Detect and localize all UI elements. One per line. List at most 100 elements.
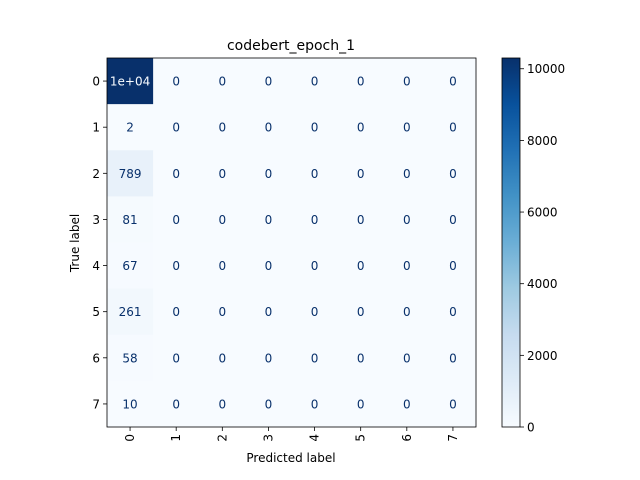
x-tick-label: 0 — [123, 434, 137, 442]
y-tick-label: 2 — [92, 167, 100, 181]
colorbar-tick-label: 0 — [527, 421, 535, 435]
heatmap-cell — [429, 196, 477, 243]
colorbar-tick-label: 4000 — [527, 277, 558, 291]
cell-value-label: 0 — [218, 167, 226, 181]
heatmap-cell — [153, 288, 200, 336]
heatmap-cell — [337, 380, 385, 428]
cell-value-label: 0 — [357, 213, 365, 227]
heatmap-cell — [245, 104, 292, 151]
y-tick-label: 3 — [92, 213, 100, 227]
heatmap-cell — [199, 150, 246, 197]
heatmap-cell — [429, 150, 477, 197]
cell-value-label: 0 — [449, 259, 457, 273]
heatmap-cell — [337, 334, 385, 382]
cell-value-label: 0 — [265, 213, 273, 227]
cell-value-label: 0 — [449, 167, 457, 181]
cell-value-label: 0 — [311, 75, 319, 89]
y-tick-label: 4 — [92, 259, 100, 273]
heatmap-cell — [383, 334, 431, 382]
cell-value-label: 0 — [403, 305, 411, 319]
cell-value-label: 0 — [403, 213, 411, 227]
cell-value-label: 0 — [218, 351, 226, 365]
y-tick-label: 5 — [92, 305, 100, 319]
x-tick-label: 6 — [400, 434, 414, 442]
cell-value-label: 0 — [172, 305, 180, 319]
cell-value-label: 0 — [265, 259, 273, 273]
cell-value-label: 0 — [172, 397, 180, 411]
heatmap-cell — [245, 196, 292, 243]
heatmap-cell — [107, 196, 154, 243]
heatmap-cell — [337, 288, 385, 336]
cell-value-label: 0 — [265, 121, 273, 135]
cell-value-label: 0 — [265, 305, 273, 319]
cell-value-label: 0 — [311, 213, 319, 227]
heatmap-cells — [107, 58, 477, 428]
cell-value-label: 0 — [265, 75, 273, 89]
heatmap-cell — [337, 242, 385, 290]
cell-value-label: 0 — [218, 259, 226, 273]
heatmap-cell — [337, 150, 385, 197]
heatmap-cell — [291, 334, 339, 382]
heatmap-cell — [245, 380, 292, 428]
y-tick-label: 1 — [92, 121, 100, 135]
y-tick-label: 0 — [92, 75, 100, 89]
heatmap-cell — [153, 196, 200, 243]
x-tick-label: 3 — [261, 434, 275, 442]
colorbar-gradient — [501, 57, 521, 428]
x-tick-label: 1 — [169, 434, 183, 442]
cell-value-label: 0 — [172, 75, 180, 89]
heatmap-cell — [153, 58, 200, 105]
heatmap-cell — [107, 380, 154, 428]
heatmap-cell — [107, 334, 154, 382]
heatmap-cell — [199, 104, 246, 151]
heatmap-cell — [429, 104, 477, 151]
cell-value-label: 10 — [122, 397, 137, 411]
cell-value-label: 1e+04 — [110, 75, 150, 89]
cell-value-label: 0 — [265, 167, 273, 181]
colorbar: 0 2000 4000 6000 8000 10000 — [501, 57, 565, 435]
cell-value-label: 0 — [311, 397, 319, 411]
cell-value-label: 0 — [357, 121, 365, 135]
heatmap-cell — [291, 288, 339, 336]
y-axis-label: True label — [68, 214, 82, 273]
heatmap-cell — [337, 196, 385, 243]
heatmap-cell — [107, 150, 154, 197]
cell-value-label: 0 — [403, 397, 411, 411]
cell-value-label: 789 — [119, 167, 142, 181]
cell-value-label: 0 — [311, 259, 319, 273]
cell-value-label: 81 — [122, 213, 137, 227]
cell-value-label: 0 — [449, 121, 457, 135]
heatmap-cell — [153, 150, 200, 197]
cell-value-label: 67 — [122, 259, 137, 273]
heatmap-cell — [153, 104, 200, 151]
heatmap-cell — [291, 242, 339, 290]
heatmap-cell — [199, 196, 246, 243]
x-tick-label: 5 — [354, 434, 368, 442]
cell-value-label: 0 — [357, 397, 365, 411]
cell-value-label: 0 — [403, 75, 411, 89]
cell-value-label: 0 — [172, 351, 180, 365]
cell-value-label: 0 — [403, 167, 411, 181]
heatmap-cell — [383, 242, 431, 290]
heatmap-cell — [383, 380, 431, 428]
cell-value-label: 0 — [357, 167, 365, 181]
heatmap-cell — [383, 196, 431, 243]
heatmap-cell — [153, 380, 200, 428]
colorbar-tick-label: 10000 — [527, 62, 565, 76]
cell-value-label: 0 — [449, 75, 457, 89]
cell-value-label: 0 — [357, 75, 365, 89]
heatmap-cell — [429, 58, 477, 105]
heatmap-cell — [199, 288, 246, 336]
cell-value-label: 0 — [218, 397, 226, 411]
plot-frame — [106, 57, 477, 428]
heatmap-cell — [291, 104, 339, 151]
cell-value-label: 261 — [119, 305, 142, 319]
cell-value-label: 0 — [403, 351, 411, 365]
cell-value-label: 0 — [218, 305, 226, 319]
heatmap-cell — [153, 242, 200, 290]
y-tick-label: 7 — [92, 397, 100, 411]
cell-value-label: 0 — [218, 121, 226, 135]
heatmap-cell — [383, 104, 431, 151]
heatmap-cell — [199, 334, 246, 382]
